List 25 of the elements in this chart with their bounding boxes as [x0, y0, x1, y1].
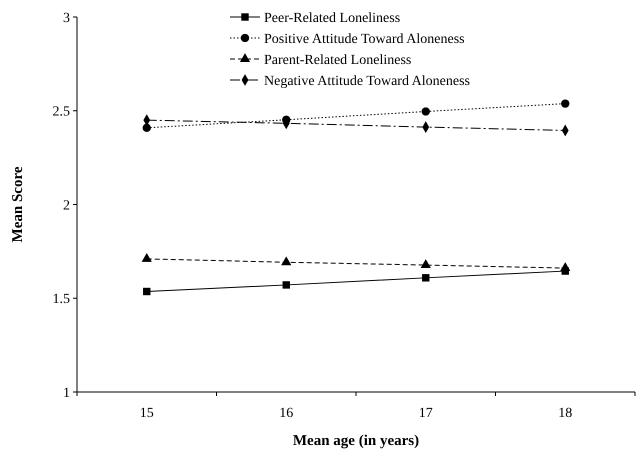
point	[422, 274, 430, 282]
y-tick-label: 2.5	[52, 104, 70, 120]
legend-label: Negative Attitude Toward Aloneness	[264, 74, 470, 89]
y-tick-label: 1.5	[52, 292, 70, 308]
point	[143, 288, 150, 296]
x-tick-label: 15	[140, 406, 154, 421]
x-tick-label: 16	[279, 406, 294, 421]
y-tick-label: 3	[63, 10, 70, 26]
point	[422, 107, 430, 116]
point	[561, 99, 570, 108]
legend-label: Peer-Related Loneliness	[264, 10, 400, 26]
point	[560, 262, 570, 272]
legend-label: Positive Attitude Toward Aloneness	[264, 32, 465, 47]
point	[281, 256, 292, 266]
point	[142, 252, 152, 262]
y-tick-label: 1	[63, 386, 70, 401]
x-axis-title: Mean age (in years)	[292, 433, 420, 449]
y-axis-title: Mean Score	[10, 166, 26, 242]
legend-label: Parent-Related Loneliness	[264, 52, 412, 68]
point	[420, 259, 431, 268]
point	[282, 281, 290, 289]
y-tick-label: 2	[63, 198, 70, 214]
x-tick-label: 17	[418, 406, 433, 421]
point	[142, 124, 151, 132]
x-tick-label: 18	[558, 406, 572, 421]
